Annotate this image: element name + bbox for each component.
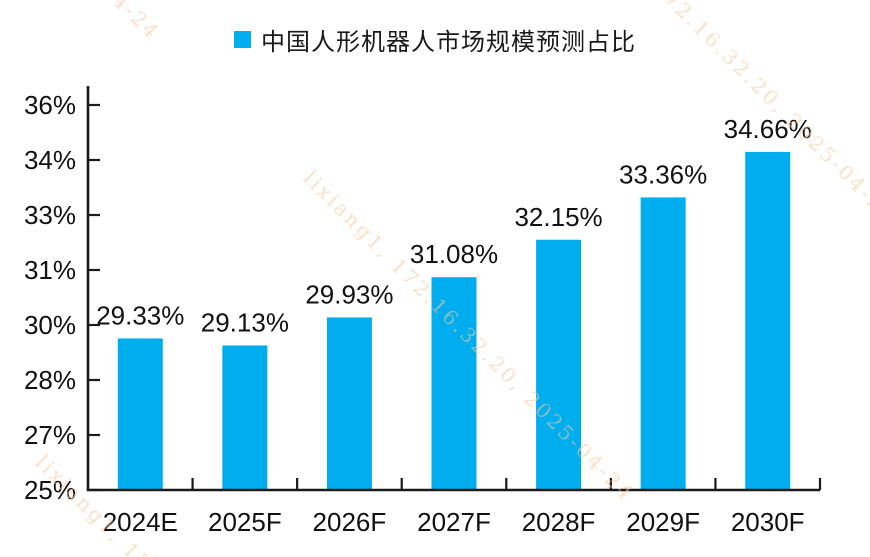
bar-value-label: 29.13% bbox=[201, 307, 289, 337]
y-tick-label: 31% bbox=[24, 255, 76, 285]
x-category-label: 2027F bbox=[417, 507, 491, 537]
y-tick-label: 25% bbox=[24, 475, 76, 505]
bar bbox=[745, 151, 791, 490]
x-category-label: 2029F bbox=[626, 507, 700, 537]
y-tick-label: 28% bbox=[24, 365, 76, 395]
bar-value-label: 31.08% bbox=[410, 239, 498, 269]
y-tick-label: 36% bbox=[24, 90, 76, 120]
y-tick-label: 33% bbox=[24, 200, 76, 230]
x-category-label: 2028F bbox=[522, 507, 596, 537]
bar-value-label: 34.66% bbox=[724, 114, 812, 144]
legend-swatch-icon bbox=[234, 31, 251, 48]
y-tick-label: 34% bbox=[24, 145, 76, 175]
y-tick-label: 27% bbox=[24, 420, 76, 450]
y-tick-label: 30% bbox=[24, 310, 76, 340]
bar bbox=[117, 338, 163, 490]
bar bbox=[640, 197, 686, 490]
bar bbox=[431, 277, 477, 490]
bar bbox=[326, 317, 372, 490]
bar bbox=[222, 345, 268, 490]
bar-value-label: 33.36% bbox=[619, 159, 707, 189]
bar-value-label: 29.33% bbox=[96, 300, 184, 330]
chart-legend: 中国人形机器人市场规模预测占比 bbox=[0, 22, 870, 57]
x-category-label: 2030F bbox=[731, 507, 805, 537]
bar-value-label: 29.93% bbox=[305, 279, 393, 309]
x-category-label: 2024E bbox=[103, 507, 178, 537]
bar-value-label: 32.15% bbox=[514, 202, 602, 232]
x-category-label: 2026F bbox=[313, 507, 387, 537]
bar bbox=[536, 239, 582, 490]
x-category-label: 2025F bbox=[208, 507, 282, 537]
legend-label: 中国人形机器人市场规模预测占比 bbox=[261, 29, 636, 56]
